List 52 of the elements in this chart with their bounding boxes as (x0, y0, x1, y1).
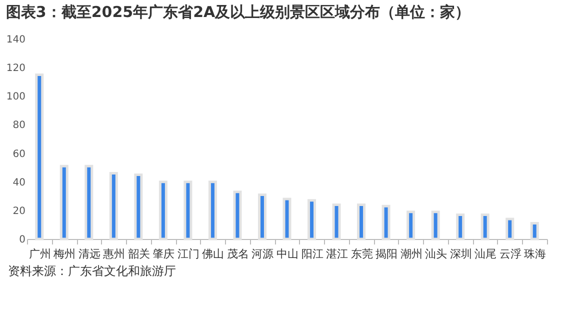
bar (184, 180, 192, 240)
bar (35, 73, 44, 240)
x-tick-label: 河源 (252, 248, 274, 260)
bar (134, 173, 143, 240)
x-tick-label: 江门 (177, 248, 200, 260)
x-tick-label: 阳江 (301, 248, 324, 260)
bar (233, 190, 242, 240)
x-tick-label: 韶关 (128, 248, 150, 260)
y-tick-label: 80 (12, 120, 26, 132)
bar (84, 164, 94, 240)
x-tick-label: 中山 (276, 248, 298, 260)
y-tick-label: 60 (12, 148, 26, 160)
bar (382, 204, 390, 240)
x-tick-label: 肇庆 (152, 248, 175, 260)
y-tick-label: 0 (19, 234, 26, 246)
bar (456, 213, 465, 240)
bar (357, 203, 366, 240)
bar (530, 222, 539, 240)
x-tick-label: 揭阳 (376, 248, 398, 260)
bar (332, 203, 341, 240)
x-tick-label: 珠海 (524, 248, 546, 260)
bar (308, 199, 316, 240)
bar (208, 180, 217, 240)
x-tick-label: 广州 (28, 248, 51, 260)
y-tick-label: 120 (6, 63, 26, 74)
y-tick-label: 100 (6, 92, 26, 103)
x-tick-label: 湛江 (326, 248, 348, 260)
bar (406, 210, 416, 240)
x-tick-label: 茂名 (226, 248, 249, 260)
x-tick-label: 佛山 (202, 248, 224, 260)
x-tick-label: 潮州 (400, 248, 422, 260)
bar (506, 218, 514, 240)
bar (60, 164, 68, 240)
x-tick-label: 汕头 (425, 248, 448, 260)
chart-title: 图表3：截至2025年广东省2A及以上级别景区区域分布（单位：家） (6, 3, 470, 21)
x-tick-label: 深圳 (450, 248, 472, 260)
x-tick-label: 东莞 (350, 248, 373, 260)
bar (431, 210, 440, 240)
text: 资料来源：广东省文化和旅游厅 (8, 263, 177, 280)
y-tick-label: 140 (6, 34, 26, 46)
x-tick-label: 清远 (78, 248, 100, 260)
x-tick-label: 汕尾 (474, 248, 497, 260)
x-tick-label: 云浮 (499, 248, 522, 260)
y-tick-label: 20 (12, 206, 26, 217)
x-tick-label: 惠州 (102, 248, 126, 260)
bar (158, 180, 168, 240)
y-tick-label: 40 (12, 177, 26, 188)
x-tick-label: 梅州 (52, 248, 76, 260)
bar (480, 213, 490, 240)
bar (258, 193, 266, 240)
bar (282, 198, 292, 240)
bar (109, 172, 118, 240)
